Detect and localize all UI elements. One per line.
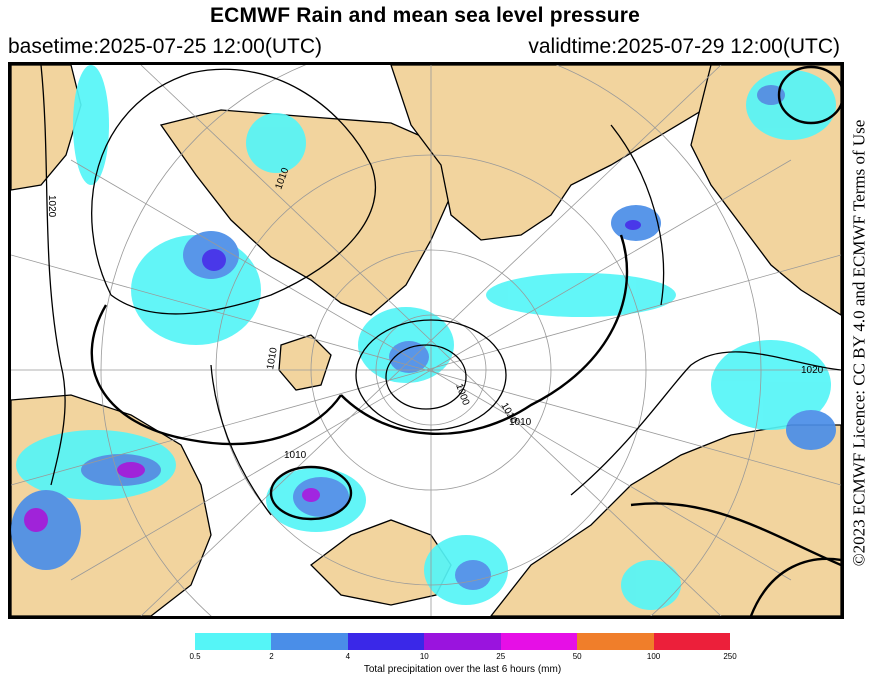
colorbar-label: Total precipitation over the last 6 hour… [363,664,562,675]
colorbar-tick: 2 [269,652,274,661]
colorbar-swatch [500,633,578,650]
colorbar-tick: 10 [419,652,429,661]
colorbar-swatch [424,633,501,650]
colorbar-swatch [347,633,425,650]
svalbard [278,334,332,391]
chart-title: ECMWF Rain and mean sea level pressure [209,4,641,27]
isobar-label: 1020 [46,195,57,218]
colorbar-tick: 100 [646,652,661,661]
polar-map: 1020 1010 1010 1010 1000 1010 1010 1020 [11,65,841,616]
siberia [490,424,841,616]
isobar-label: 1010 [509,417,532,428]
isobars [40,65,841,616]
colorbar-swatch [577,633,654,650]
colorbar-swatch [653,633,730,650]
colorbar-tick: 25 [496,652,506,661]
validtime-label: validtime:2025-07-29 12:00(UTC) [528,35,840,58]
basetime-label: basetime:2025-07-25 12:00(UTC) [8,35,322,58]
colorbar-tick: 0.5 [189,652,201,661]
colorbar-tick: 4 [345,652,351,661]
colorbar-swatch [195,633,272,650]
map-panel: 1020 1010 1010 1010 1000 1010 1010 1020 [8,62,844,619]
colorbar-ticks: 0.5 2 4 10 25 50 100 250 [189,652,736,664]
licence-label: ©2023 ECMWF Licence: CC BY 4.0 and ECMWF… [849,119,869,566]
colorbar-tick: 50 [572,652,582,661]
precipitation-colorbar [195,633,730,650]
licence-text: ©2023 ECMWF Licence: CC BY 4.0 and ECMWF… [848,70,870,615]
isobar-label: 1010 [265,346,280,370]
precipitation-areas [11,65,836,610]
isobar-label: 1000 [453,382,471,407]
lat-lon-grid [11,65,841,616]
isobar-label: 1010 [284,450,307,461]
baffin-island [11,65,82,191]
colorbar-swatch [271,633,348,650]
colorbar-tick: 250 [723,652,737,661]
isobar-label: 1020 [801,365,824,376]
